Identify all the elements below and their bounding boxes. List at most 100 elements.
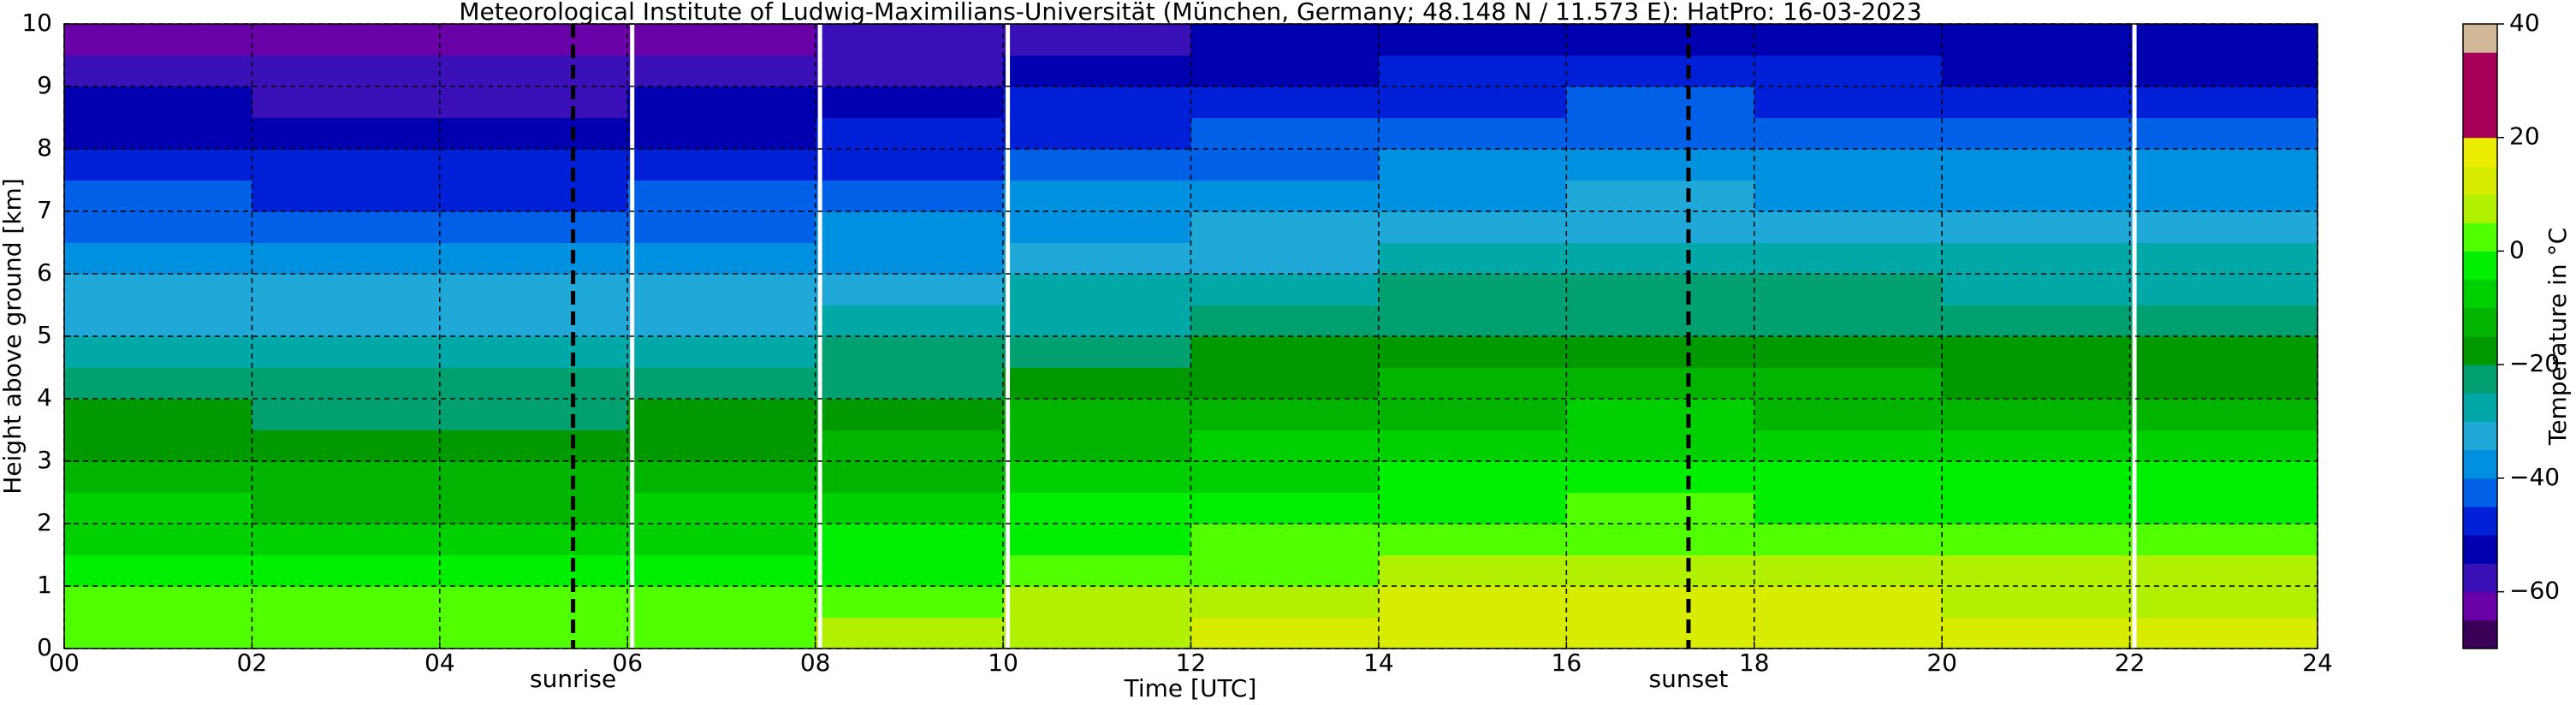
heatmap-cell [1190,117,1380,150]
heatmap-cell [1378,367,1567,400]
heatmap-cell [1942,86,2131,118]
heatmap-cell [1754,24,1943,56]
heatmap-cell [2129,492,2318,524]
colorbar-segment [2463,449,2497,479]
heatmap-cell [815,461,1004,493]
heatmap-cell [1566,24,1755,56]
heatmap-cell [64,24,252,56]
heatmap-cell [815,211,1004,243]
heatmap-cell [627,86,816,118]
heatmap-cell [252,336,441,368]
heatmap-cell [1190,149,1380,181]
heatmap-cell [1566,117,1755,150]
heatmap-cell [2129,586,2318,618]
heatmap-cell [1942,305,2131,337]
heatmap-cell [439,367,628,400]
annotation-label: sunrise [530,665,616,693]
heatmap-cell [1942,430,2131,462]
heatmap-cell [1942,492,2131,524]
heatmap-cell [627,274,816,305]
heatmap-cell [64,211,252,243]
heatmap-cell [1378,305,1567,337]
heatmap-cell [1003,461,1191,493]
colorbar-segment [2463,507,2497,536]
heatmap-cell [1378,430,1567,462]
heatmap-cell [1942,586,2131,618]
x-tick-label: 12 [1176,649,1207,677]
heatmap-cell [1190,399,1380,430]
heatmap-cell [1190,586,1380,618]
heatmap-cell [252,461,441,493]
heatmap-cell [1378,117,1567,150]
heatmap-cell [439,586,628,618]
heatmap-cell [1190,336,1380,368]
heatmap-cell [1190,305,1380,337]
heatmap-cell [1942,554,2131,587]
heatmap-cell [1566,399,1755,430]
heatmap-cell [439,461,628,493]
heatmap-cell [627,461,816,493]
heatmap-cell [439,55,628,87]
heatmap-cell [64,336,252,368]
annotation-label: sunset [1649,665,1729,693]
heatmap-cell [1003,211,1191,243]
heatmap-cell [2129,117,2318,150]
heatmap-cell [64,305,252,337]
heatmap-cell [1942,367,2131,400]
heatmap-cell [1566,305,1755,337]
heatmap-cell [815,180,1004,212]
heatmap-cell [1003,554,1191,587]
heatmap-cell [1942,211,2131,243]
heatmap-cell [1190,554,1380,587]
heatmap-cell [1566,336,1755,368]
heatmap-cell [1378,336,1567,368]
colorbar-segment [2463,279,2497,309]
heatmap-cell [1754,554,1943,587]
colorbar-segment [2463,477,2497,507]
y-tick-label: 2 [37,508,52,536]
heatmap-cell [1942,117,2131,150]
heatmap-cell [439,274,628,305]
heatmap-cell [1754,55,1943,87]
heatmap-cell [64,399,252,430]
heatmap-cell [1942,149,2131,181]
heatmap-cell [2129,554,2318,587]
heatmap-cell [815,24,1004,56]
heatmap-cell [1378,242,1567,275]
colorbar-segment [2463,563,2497,593]
x-axis-label: Time [UTC] [1124,674,1257,702]
colorbar-segment [2463,364,2497,394]
heatmap-cell [2129,305,2318,337]
colorbar-segment [2463,535,2497,564]
heatmap-cell [1003,149,1191,181]
heatmap-cell [64,117,252,150]
heatmap-cell [1378,24,1567,56]
x-tick-label: 22 [2115,649,2146,677]
colorbar-segment [2463,137,2497,167]
heatmap-cell [252,149,441,181]
heatmap-cell [1378,617,1567,649]
heatmap-cell [1754,242,1943,275]
y-tick-label: 9 [37,71,52,99]
heatmap-cell [1190,492,1380,524]
heatmap-cell [439,492,628,524]
heatmap-cell [1003,55,1191,87]
heatmap-cell [815,524,1004,555]
heatmap-cell [627,399,816,430]
heatmap-cell [1003,586,1191,618]
x-tick-label: 04 [424,649,455,677]
heatmap-cell [1942,274,2131,305]
heatmap-cell [1003,180,1191,212]
heatmap-cell [252,55,441,87]
heatmap-cell [1378,524,1567,555]
heatmap-cell [1190,274,1380,305]
heatmap-cell [627,367,816,400]
heatmap-cell [64,554,252,587]
heatmap-cell [2129,242,2318,275]
heatmap-cell [252,180,441,212]
heatmap-cell [627,180,816,212]
heatmap-cell [1942,24,2131,56]
heatmap-cell [815,86,1004,118]
